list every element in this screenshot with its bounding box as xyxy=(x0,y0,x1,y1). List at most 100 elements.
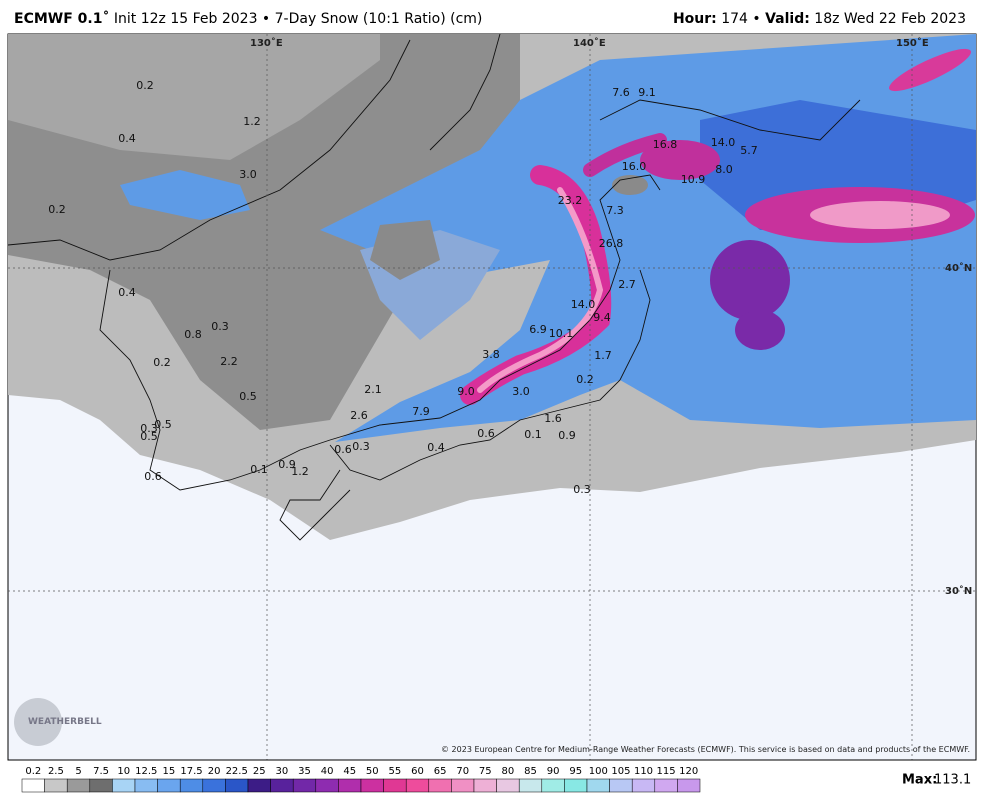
colorbar-tick-label: 5 xyxy=(75,766,81,777)
hour-label: Hour: xyxy=(672,11,717,27)
colorbar-swatch xyxy=(270,778,294,793)
colorbar-tick-label: 110 xyxy=(634,766,653,777)
point-label: 1.2 xyxy=(291,465,309,478)
colorbar-tick-label: 20 xyxy=(208,766,221,777)
header-left: ECMWF 0.1˚ Init 12z 15 Feb 2023 • 7-Day … xyxy=(14,11,482,27)
colorbar-swatch xyxy=(292,778,317,793)
colorbar-tick-label: 25 xyxy=(253,766,266,777)
colorbar-tick-label: 90 xyxy=(547,766,560,777)
colorbar-tick-label: 115 xyxy=(657,766,676,777)
point-label: 14.0 xyxy=(711,136,736,149)
valid: 18z Wed 22 Feb 2023 xyxy=(814,11,966,27)
point-label: 6.9 xyxy=(529,323,547,336)
colorbar-swatch xyxy=(609,778,633,793)
snow-field xyxy=(8,34,976,540)
colorbar-tick-label: 17.5 xyxy=(180,766,202,777)
point-label: 1.7 xyxy=(594,349,612,362)
colorbar-tick-label: 70 xyxy=(456,766,469,777)
point-label: 0.9 xyxy=(558,429,576,442)
point-label: 16.8 xyxy=(653,138,678,151)
colorbar: 0.2 2.5 5 7.5 10 12.5 15 17.5 20 22.5 25 30 35 40 45 50… xyxy=(21,766,701,793)
point-label: 0.4 xyxy=(118,132,136,145)
colorbar-swatch xyxy=(112,778,136,793)
colorbar-swatch xyxy=(157,778,181,793)
colorbar-tick-label: 30 xyxy=(276,766,289,777)
logo: WEATHERBELL xyxy=(14,698,102,746)
grid-label: 30˚N xyxy=(945,585,972,597)
point-label: 8.0 xyxy=(715,163,733,176)
point-label: 16.0 xyxy=(622,160,647,173)
info: Init 12z 15 Feb 2023 • 7-Day Snow (10:1 … xyxy=(113,11,483,27)
point-label: 9.1 xyxy=(638,86,656,99)
colorbar-tick-label: 100 xyxy=(589,766,608,777)
point-label: 14.0 xyxy=(571,298,596,311)
colorbar-tick-label: 120 xyxy=(679,766,698,777)
colorbar-swatch xyxy=(134,778,158,793)
point-label: 1.2 xyxy=(243,115,261,128)
colorbar-tick-label: 22.5 xyxy=(226,766,248,777)
colorbar-swatch xyxy=(338,778,362,793)
colorbar-tick-label: 35 xyxy=(298,766,311,777)
colorbar-tick-label: 15 xyxy=(163,766,176,777)
grid-label: 150˚E xyxy=(896,37,929,49)
colorbar-swatch xyxy=(405,778,430,793)
colorbar-tick-label: 50 xyxy=(366,766,379,777)
point-label: 3.0 xyxy=(512,385,530,398)
point-label: 0.5 xyxy=(140,430,158,443)
point-label: 0.6 xyxy=(477,427,495,440)
point-label: 0.6 xyxy=(144,470,162,483)
valid-label: Valid: xyxy=(765,11,810,27)
colorbar-tick-label: 105 xyxy=(611,766,630,777)
colorbar-swatch xyxy=(66,778,91,793)
point-label: 0.3 xyxy=(140,422,158,435)
colorbar-tick-label: 60 xyxy=(411,766,424,777)
point-label: 3.8 xyxy=(482,348,500,361)
grid-label: 40˚N xyxy=(945,262,972,274)
point-label: 10.9 xyxy=(681,173,706,186)
point-label: 0.2 xyxy=(576,373,594,386)
point-label: 2.7 xyxy=(618,278,636,291)
point-label: 3.0 xyxy=(239,168,257,181)
point-labels: 130˚E 140˚E 150˚E 40˚N 30˚N 0.2 0.4 1.2 3.0 0.2 0.… xyxy=(48,37,972,597)
colorbar-tick-label: 85 xyxy=(524,766,537,777)
colorbar-swatch xyxy=(21,778,45,793)
point-label: 0.3 xyxy=(211,320,229,333)
hour: 174 • xyxy=(721,11,761,27)
colorbar-tick-label: 95 xyxy=(569,766,582,777)
colorbar-swatch xyxy=(225,778,249,793)
colorbar-swatch xyxy=(247,778,271,793)
colorbar-swatch xyxy=(654,778,678,793)
grid-label: 130˚E xyxy=(250,37,283,49)
header-right: Hour: 174 • Valid: 18z Wed 22 Feb 2023 xyxy=(673,11,966,27)
logo-text: WEATHERBELL xyxy=(28,717,102,727)
max-label: Max: xyxy=(902,773,937,788)
copyright: © 2023 European Centre for Medium-Range … xyxy=(441,745,970,754)
colorbar-tick-label: 0.2 xyxy=(25,766,41,777)
colorbar-tick-label: 80 xyxy=(502,766,515,777)
point-label: 7.3 xyxy=(606,204,624,217)
colorbar-tick-label: 55 xyxy=(389,766,402,777)
point-label: 2.1 xyxy=(364,383,382,396)
colorbar-swatch xyxy=(677,778,701,793)
colorbar-swatch xyxy=(315,778,339,793)
model: ECMWF 0.1˚ xyxy=(14,11,110,27)
colorbar-tick-label: 2.5 xyxy=(48,766,64,777)
point-label: 7.9 xyxy=(412,405,430,418)
point-label: 0.2 xyxy=(153,356,171,369)
max-value: 113.1 xyxy=(934,773,971,788)
point-label: 0.5 xyxy=(239,390,257,403)
point-label: 2.6 xyxy=(350,409,368,422)
point-label: 0.9 xyxy=(278,458,296,471)
colorbar-swatch xyxy=(383,778,407,793)
colorbar-tick-label: 75 xyxy=(479,766,492,777)
colorbar-swatch xyxy=(451,778,475,793)
colorbar-tick-label: 10 xyxy=(117,766,130,777)
colorbar-swatch xyxy=(44,778,68,793)
point-label: 2.2 xyxy=(220,355,238,368)
point-label: 0.8 xyxy=(184,328,202,341)
graticule xyxy=(8,34,976,760)
point-label: 0.4 xyxy=(118,286,136,299)
point-label: 0.2 xyxy=(136,79,154,92)
